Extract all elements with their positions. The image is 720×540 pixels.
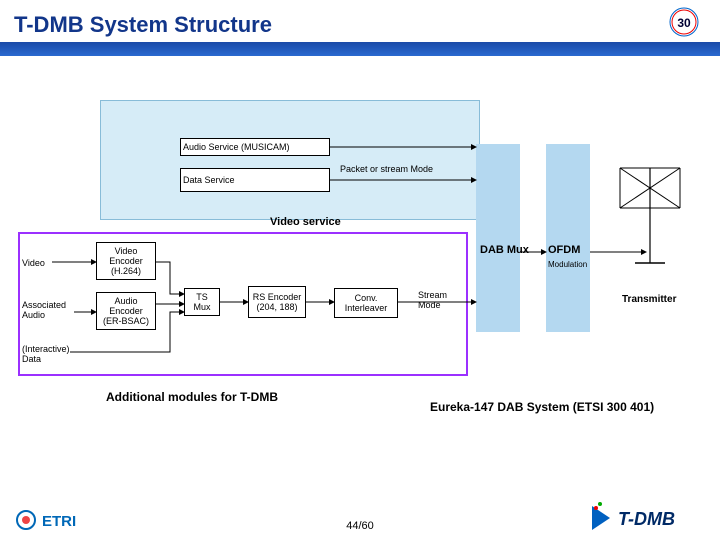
data-input-label: (Interactive) Data <box>22 344 82 364</box>
video-encoder-box: Video Encoder (H.264) <box>96 242 156 280</box>
ofdm-block <box>546 144 590 332</box>
ts-mux-box: TS Mux <box>184 288 220 316</box>
video-input-label: Video <box>22 258 45 268</box>
dab-service-region <box>100 100 480 220</box>
svg-text:30: 30 <box>677 16 691 30</box>
data-service-box: Data Service <box>180 168 330 192</box>
additional-modules-label: Additional modules for T-DMB <box>106 390 278 404</box>
ofdm-label: OFDM <box>548 244 580 256</box>
audio-encoder-box: Audio Encoder (ER-BSAC) <box>96 292 156 330</box>
ofdm-modulation-label: Modulation <box>548 260 587 269</box>
antenna-icon <box>610 148 690 268</box>
anniversary-logo: 30 <box>666 4 702 40</box>
tdmb-module-frame <box>18 232 468 376</box>
dab-mux-block <box>476 144 520 332</box>
rs-encoder-box: RS Encoder (204, 188) <box>248 286 306 318</box>
tdmb-logo: T-DMB <box>586 500 706 534</box>
audio-input-label: Associated Audio <box>22 300 77 320</box>
video-service-label: Video service <box>270 216 341 228</box>
conv-interleaver-box: Conv. Interleaver <box>334 288 398 318</box>
title-stripe <box>0 42 720 56</box>
eureka-label: Eureka-147 DAB System (ETSI 300 401) <box>430 400 654 414</box>
stream-mode-label: Stream Mode <box>418 290 462 310</box>
svg-text:T-DMB: T-DMB <box>618 509 675 529</box>
page-title: T-DMB System Structure <box>14 12 272 38</box>
packet-mode-label: Packet or stream Mode <box>340 164 450 174</box>
dab-mux-label: DAB Mux <box>480 244 529 256</box>
transmitter-label: Transmitter <box>622 294 676 305</box>
audio-service-box: Audio Service (MUSICAM) <box>180 138 330 156</box>
